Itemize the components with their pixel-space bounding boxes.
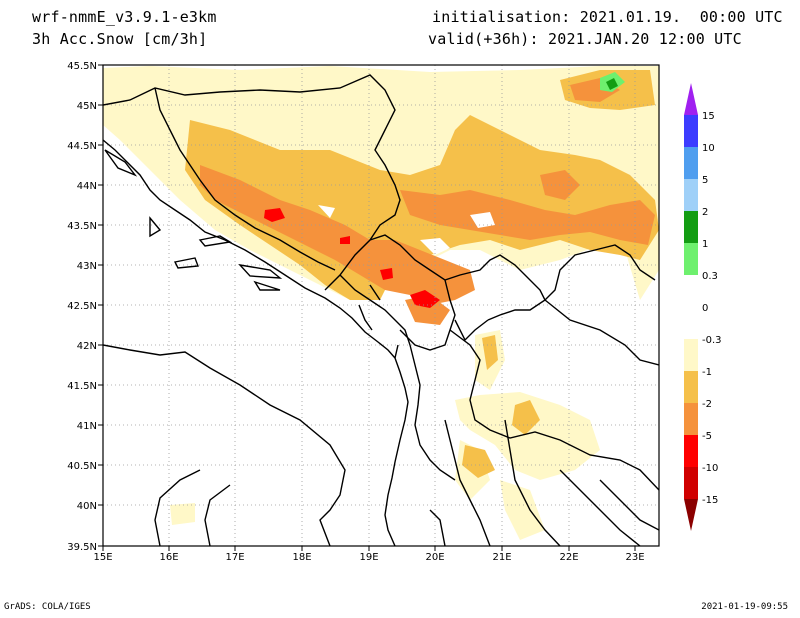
lon-label: 15E [93, 552, 112, 563]
lat-label: 43N [77, 261, 97, 272]
colorbar-label: -1 [702, 367, 712, 378]
lat-label: 43.5N [67, 221, 97, 232]
colorbar-segment [684, 371, 698, 403]
colorbar-top-arrow [684, 83, 698, 115]
colorbar-segment [684, 435, 698, 467]
lat-label: 41N [77, 421, 97, 432]
lon-label: 20E [425, 552, 444, 563]
graticule [103, 65, 659, 546]
colorbar-segment [684, 243, 698, 275]
lon-label: 17E [225, 552, 244, 563]
colorbar-label: 0 [702, 303, 708, 314]
colorbar-label: -2 [702, 399, 712, 410]
colorbar-segment [684, 147, 698, 179]
field-title: 3h Acc.Snow [cm/3h] [32, 30, 208, 48]
colorbar-segment [684, 403, 698, 435]
footer-timestamp: 2021-01-19-09:55 [701, 602, 788, 612]
lon-label: 16E [159, 552, 178, 563]
model-title: wrf-nmmE_v3.9.1-e3km [32, 8, 217, 26]
lat-label: 44.5N [67, 141, 97, 152]
colorbar-label: -0.3 [702, 335, 722, 346]
lat-label: 40N [77, 501, 97, 512]
lat-label: 40.5N [67, 461, 97, 472]
lat-label: 45.5N [67, 61, 97, 72]
colorbar-segment [684, 115, 698, 147]
valid-time: valid(+36h): 2021.JAN.20 12:00 UTC [428, 30, 742, 48]
lon-label: 18E [292, 552, 311, 563]
lon-label: 23E [625, 552, 644, 563]
colorbar-label: 5 [702, 175, 708, 186]
colorbar-segment [684, 307, 698, 339]
tick-marks [98, 64, 636, 551]
colorbar-label: 15 [702, 111, 715, 122]
lat-label: 39.5N [67, 542, 97, 553]
colorbar-label: 2 [702, 207, 708, 218]
lon-label: 22E [559, 552, 578, 563]
lat-label: 42.5N [67, 301, 97, 312]
lat-label: 45N [77, 101, 97, 112]
lon-label: 19E [359, 552, 378, 563]
colorbar-label: 10 [702, 143, 715, 154]
colorbar-segment [684, 179, 698, 211]
colorbar-bottom-arrow [684, 499, 698, 531]
colorbar-label: 1 [702, 239, 708, 250]
lon-label: 21E [492, 552, 511, 563]
colorbar: 15 10 5 2 1 0.3 0 -0.3 -1 -2 -5 -10 -15 [684, 83, 722, 531]
colorbar-label: -15 [702, 495, 718, 506]
colorbar-segment [684, 211, 698, 243]
colorbar-label: 0.3 [702, 271, 718, 282]
lat-label: 42N [77, 341, 97, 352]
colorbar-segment [684, 275, 698, 307]
colorbar-segment [684, 467, 698, 499]
coastlines-borders [103, 74, 659, 546]
longitude-labels: 15E 16E 17E 18E 19E 20E 21E 22E 23E [93, 552, 644, 563]
lat-label: 41.5N [67, 381, 97, 392]
footer-grads-credit: GrADS: COLA/IGES [4, 602, 91, 612]
colorbar-segment [684, 339, 698, 371]
init-time: initialisation: 2021.01.19. 00:00 UTC [432, 8, 783, 26]
colorbar-label: -5 [702, 431, 712, 442]
colorbar-label: -10 [702, 463, 718, 474]
latitude-labels: 45.5N 45N 44.5N 44N 43.5N 43N 42.5N 42N … [67, 61, 97, 553]
lat-label: 44N [77, 181, 97, 192]
